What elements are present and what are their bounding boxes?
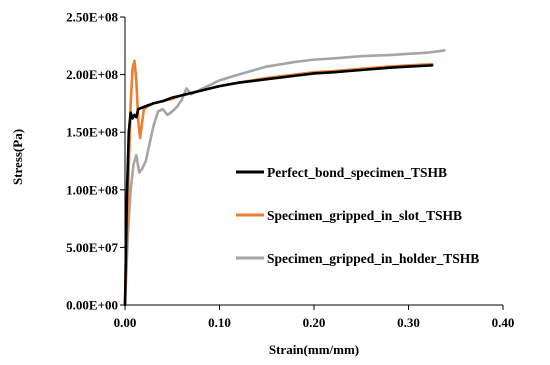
series-line-3 (123, 49, 446, 307)
legend: Perfect_bond_specimen_TSHB Specimen_gripp… (236, 165, 479, 266)
axes: 0.00E+00 5.00E+07 1.00E+08 1.50E+08 2.00E+08… (66, 10, 514, 331)
series-layer (123, 49, 446, 307)
x-axis-title: Strain(mm/mm) (269, 342, 359, 357)
legend-label-1: Perfect_bond_specimen_TSHB (267, 165, 447, 180)
x-tick-label: 0.30 (397, 315, 420, 330)
y-tick-label: 2.50E+08 (66, 10, 118, 25)
series-line-1 (123, 64, 434, 307)
y-tick-label: 2.00E+08 (66, 67, 118, 82)
x-tick-label: 0.10 (208, 315, 231, 330)
y-tick-label: 1.50E+08 (66, 125, 118, 140)
legend-label-2: Specimen_gripped_in_slot_TSHB (267, 208, 462, 223)
y-tick-label: 5.00E+07 (66, 240, 118, 255)
y-axis-title: Stress(Pa) (10, 129, 25, 185)
x-tick-label: 0.00 (114, 315, 137, 330)
y-tick-label: 1.00E+08 (66, 182, 118, 197)
x-tick-label: 0.40 (492, 315, 515, 330)
legend-label-3: Specimen_gripped_in_holder_TSHB (267, 251, 479, 266)
x-tick-label: 0.20 (303, 315, 326, 330)
y-tick-label: 0.00E+00 (66, 298, 118, 313)
